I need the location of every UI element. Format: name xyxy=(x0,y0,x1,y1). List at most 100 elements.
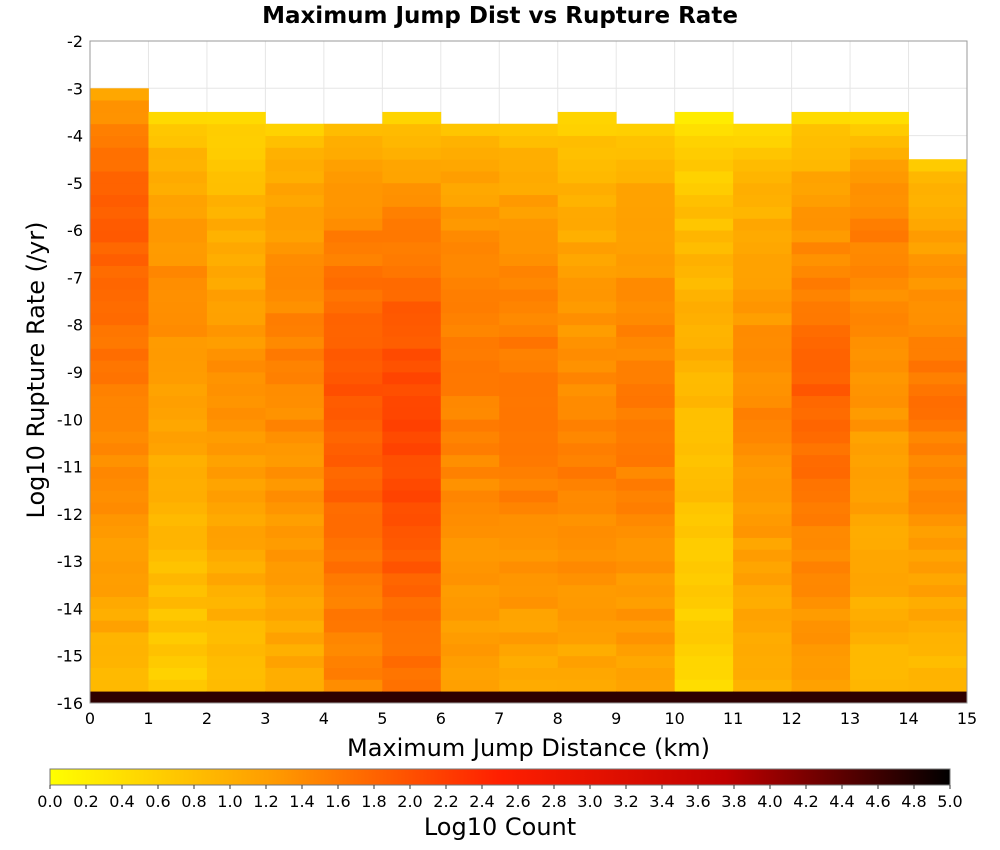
heatmap-cell xyxy=(499,135,559,148)
heatmap-cell xyxy=(265,206,325,219)
heatmap-cell xyxy=(323,407,383,420)
heatmap-cell xyxy=(850,312,909,326)
heatmap-cell xyxy=(90,230,149,243)
heatmap-cell xyxy=(499,442,559,456)
heatmap-cell xyxy=(791,620,851,633)
heatmap-cell xyxy=(733,383,792,397)
heatmap-cell xyxy=(499,194,559,207)
heatmap-cell xyxy=(265,632,325,645)
heatmap-cell xyxy=(440,679,500,692)
heatmap-cell xyxy=(557,135,617,148)
heatmap-cell xyxy=(382,253,442,267)
heatmap-cell xyxy=(616,572,676,586)
heatmap-cell xyxy=(440,655,500,668)
y-tick-label: -7 xyxy=(67,268,83,287)
heatmap-cell xyxy=(850,655,909,668)
heatmap-cell xyxy=(323,525,383,538)
heatmap-cell xyxy=(499,171,559,184)
heatmap-cell xyxy=(791,419,851,432)
heatmap-cell xyxy=(90,667,149,680)
heatmap-cell xyxy=(440,561,500,574)
colorbar-tick-label: 5.0 xyxy=(937,792,962,811)
heatmap-cell xyxy=(206,135,266,148)
heatmap-cell xyxy=(90,502,149,515)
heatmap-cell xyxy=(674,360,734,373)
heatmap-cell xyxy=(908,679,968,692)
heatmap-cell xyxy=(499,360,559,373)
heatmap-cell xyxy=(908,655,968,668)
heatmap-cell xyxy=(499,419,559,432)
heatmap-cell xyxy=(908,549,968,562)
colorbar-tick-label: 1.4 xyxy=(289,792,314,811)
heatmap-cell xyxy=(674,324,734,337)
heatmap-cell xyxy=(733,182,792,196)
colorbar-tick-label: 2.2 xyxy=(433,792,458,811)
heatmap-cell xyxy=(148,147,208,160)
heatmap-cell xyxy=(148,383,208,397)
heatmap-cell xyxy=(499,277,559,290)
heatmap-cell xyxy=(206,419,266,432)
heatmap-cell xyxy=(206,230,266,243)
heatmap-cell xyxy=(674,230,734,243)
heatmap-cell xyxy=(382,655,442,668)
heatmap-cell xyxy=(557,667,617,680)
heatmap-cell xyxy=(265,667,325,680)
heatmap-cell xyxy=(908,206,968,219)
heatmap-cell xyxy=(850,525,909,538)
heatmap-cell xyxy=(791,667,851,680)
heatmap-cell xyxy=(90,206,149,219)
heatmap-cell xyxy=(206,572,266,586)
heatmap-cell xyxy=(557,454,617,467)
heatmap-cell xyxy=(791,372,851,385)
heatmap-cell xyxy=(850,348,909,361)
heatmap-cell xyxy=(148,549,208,562)
heatmap-cell xyxy=(557,324,617,337)
heatmap-cell xyxy=(265,348,325,361)
heatmap-cell xyxy=(206,324,266,337)
colorbar-tick-label: 1.0 xyxy=(217,792,242,811)
heatmap-cell xyxy=(908,407,968,420)
heatmap-cell xyxy=(148,442,208,456)
heatmap-cell xyxy=(850,324,909,337)
colorbar-tick-label: 3.8 xyxy=(721,792,746,811)
heatmap-cell xyxy=(323,490,383,503)
heatmap-cell xyxy=(908,561,968,574)
heatmap-cell xyxy=(499,265,559,278)
heatmap-cell xyxy=(850,632,909,645)
heatmap-cell xyxy=(323,667,383,680)
heatmap-cell xyxy=(206,513,266,527)
heatmap-cell xyxy=(733,643,792,657)
heatmap-cell xyxy=(674,620,734,633)
heatmap-cell xyxy=(265,478,325,491)
heatmap-cell xyxy=(499,289,559,302)
heatmap-cell xyxy=(382,111,442,125)
heatmap-cell xyxy=(148,194,208,207)
y-tick-label: -8 xyxy=(67,316,83,335)
y-tick-label: -9 xyxy=(67,363,83,382)
heatmap-cell xyxy=(265,194,325,207)
heatmap-cell xyxy=(616,561,676,574)
heatmap-cell xyxy=(850,301,909,314)
heatmap-cell xyxy=(440,159,500,172)
heatmap-cell xyxy=(850,478,909,491)
heatmap-cell xyxy=(733,265,792,278)
heatmap-cell xyxy=(850,123,909,136)
heatmap-cell xyxy=(206,478,266,491)
heatmap-cell xyxy=(90,218,149,231)
heatmap-cell xyxy=(440,525,500,538)
colorbar-tick-label: 0.0 xyxy=(37,792,62,811)
heatmap-cell xyxy=(206,667,266,680)
heatmap-cell xyxy=(440,135,500,148)
heatmap-cell xyxy=(557,431,617,444)
heatmap-cell xyxy=(90,584,149,598)
heatmap-cell xyxy=(674,490,734,503)
colorbar-tick-label: 0.8 xyxy=(181,792,206,811)
heatmap-cell xyxy=(90,478,149,491)
heatmap-cell xyxy=(323,608,383,621)
colorbar-tick-label: 1.2 xyxy=(253,792,278,811)
heatmap-cell xyxy=(265,454,325,467)
heatmap-cell xyxy=(440,454,500,467)
heatmap-cell xyxy=(850,691,909,704)
heatmap-cell xyxy=(791,171,851,184)
heatmap-cell xyxy=(791,360,851,373)
